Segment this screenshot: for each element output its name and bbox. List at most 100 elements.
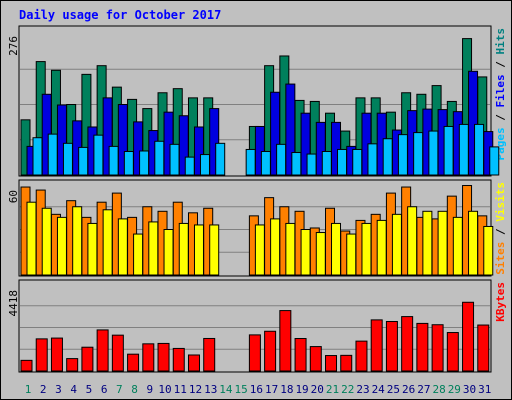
- kbytes-bar: [35, 338, 48, 372]
- visits-bar: [270, 218, 281, 276]
- hits-bar: [93, 134, 104, 176]
- day-label: 6: [101, 383, 108, 396]
- hits-ymax-label: 276: [7, 36, 20, 56]
- hits-series-pages: [32, 123, 500, 176]
- visits-bar: [26, 201, 37, 276]
- hits-axis-label: Pages / Files / Hits: [494, 28, 507, 161]
- visits-bar: [452, 216, 463, 276]
- hits-bar: [276, 143, 287, 176]
- kbytes-bar: [340, 354, 353, 372]
- visits-axis-label: Sites / Visits: [494, 182, 507, 275]
- visits-bar: [133, 233, 144, 276]
- visits-axis-label-part: /: [494, 222, 507, 242]
- day-label: 7: [116, 383, 123, 396]
- kbytes-bar: [477, 324, 490, 372]
- kbytes-bar: [203, 337, 216, 372]
- visits-ymax-label: 60: [7, 190, 20, 203]
- visits-bar: [361, 222, 372, 276]
- day-label: 29: [448, 383, 461, 396]
- kbytes-bar: [462, 301, 475, 372]
- hits-bar: [154, 140, 165, 176]
- kbytes-bar: [111, 334, 124, 372]
- hits-bar: [285, 83, 296, 176]
- day-label: 30: [463, 383, 476, 396]
- day-label: 15: [235, 383, 248, 396]
- hits-bar: [315, 121, 326, 176]
- kbytes-bar: [157, 342, 170, 372]
- kbytes-bar: [385, 320, 398, 372]
- day-label: 3: [55, 383, 62, 396]
- day-label: 9: [146, 383, 153, 396]
- visits-bar: [422, 210, 433, 276]
- hits-bar: [337, 148, 348, 176]
- visits-bar: [315, 232, 326, 276]
- visits-bar: [331, 222, 342, 276]
- hits-axis-label-part: /: [494, 55, 507, 75]
- hits-bar: [291, 152, 302, 176]
- day-label: 22: [341, 383, 354, 396]
- visits-bar: [56, 216, 67, 276]
- visits-bar: [117, 218, 128, 276]
- kbytes-bar: [142, 343, 155, 372]
- kbytes-bar: [294, 338, 307, 372]
- hits-bar: [489, 146, 500, 176]
- day-label: 19: [295, 383, 308, 396]
- visits-bar: [41, 207, 52, 276]
- hits-bar: [117, 104, 128, 176]
- hits-bar: [300, 112, 311, 176]
- kbytes-bar: [248, 334, 261, 372]
- hits-bar: [245, 148, 256, 176]
- day-label: 21: [326, 383, 339, 396]
- hits-bar: [199, 154, 210, 176]
- hits-bar: [108, 145, 119, 176]
- hits-panel: 276 Pages / Files / Hits: [7, 25, 507, 177]
- hits-bar: [474, 123, 485, 176]
- hits-axis-label-part: Hits: [494, 28, 507, 55]
- day-label: 5: [86, 383, 93, 396]
- hits-bar: [458, 123, 469, 176]
- kbytes-bar: [187, 354, 200, 372]
- day-label: 20: [311, 383, 324, 396]
- day-label: 14: [219, 383, 233, 396]
- hits-bar: [215, 142, 226, 176]
- visits-series-sites: [26, 201, 494, 276]
- hits-bar: [62, 142, 73, 176]
- visits-bar: [193, 224, 204, 276]
- visits-bar: [285, 222, 296, 276]
- day-label: 11: [174, 383, 187, 396]
- kbytes-bar: [127, 353, 140, 372]
- hits-bar: [321, 151, 332, 176]
- kbytes-bar: [264, 330, 277, 372]
- hits-bar: [331, 121, 342, 176]
- kbytes-bar: [66, 358, 79, 372]
- kbytes-bar: [355, 340, 368, 372]
- visits-bar: [346, 233, 357, 276]
- hits-bar: [397, 134, 408, 176]
- hits-axis-label-part: Files: [494, 74, 507, 107]
- hits-series-files: [26, 70, 494, 176]
- day-label: 17: [265, 383, 278, 396]
- chart-panels: 276 Pages / Files / Hits 60 Sites / Visits 4…: [7, 25, 507, 373]
- kbytes-bar: [401, 316, 414, 372]
- day-label: 25: [387, 383, 400, 396]
- hits-bar: [382, 138, 393, 176]
- hits-bar: [184, 156, 195, 176]
- kbytes-bar: [370, 319, 383, 372]
- visits-bar: [148, 221, 159, 276]
- kbytes-axis-label-part: KBytes: [494, 282, 507, 322]
- kbytes-bar: [309, 346, 322, 372]
- day-label: 28: [432, 383, 445, 396]
- kbytes-bar: [279, 310, 292, 372]
- kbytes-ymax-label: 4418: [7, 290, 20, 317]
- kbytes-panel: 4418 KBytes: [7, 279, 507, 373]
- visits-bar: [254, 224, 265, 276]
- visits-bar: [483, 225, 494, 276]
- hits-bar: [270, 91, 281, 176]
- chart-title: Daily usage for October 2017: [19, 8, 221, 22]
- visits-bar: [102, 209, 113, 276]
- hits-bar: [78, 146, 89, 176]
- hits-bar: [428, 130, 439, 176]
- day-label: 27: [417, 383, 430, 396]
- day-axis-labels: 1 2 3 4 5 6 7 8 9 10 11 12 13 14 15 16 17 18 19 20 21 22 23 24 2…: [25, 383, 492, 396]
